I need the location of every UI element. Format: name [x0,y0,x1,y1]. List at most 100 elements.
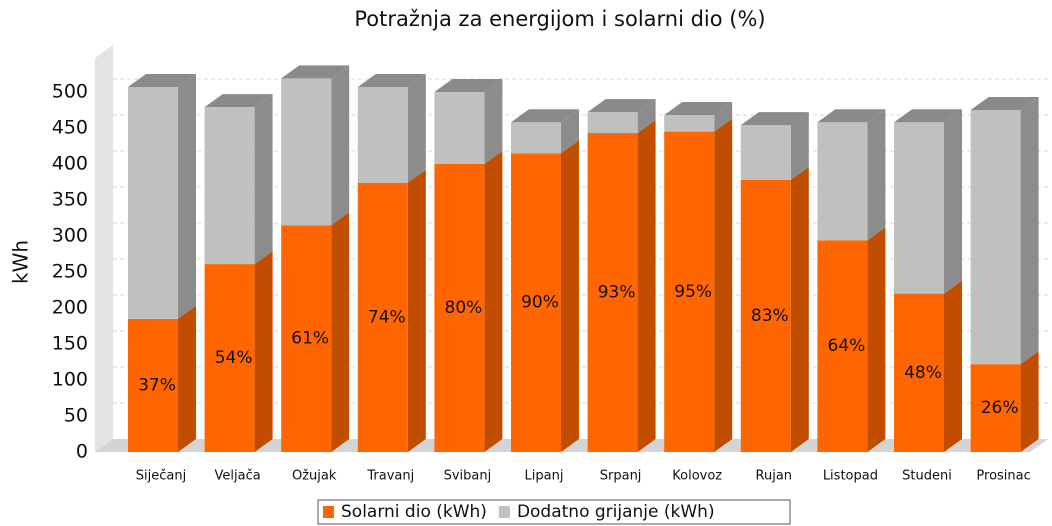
bar-top [434,79,503,92]
bar [357,182,408,452]
bar [511,153,561,452]
bar-side [790,112,809,180]
x-tick-label: Lipanj [525,469,564,484]
x-tick-label: Kolovoz [672,469,722,484]
y-axis-label: kWh [9,240,33,284]
bar-side [790,166,809,452]
bar-side [944,280,962,452]
x-tick-label: Listopad [823,469,878,484]
bar [817,240,868,452]
bar-top [894,109,962,123]
bar [664,115,715,132]
share-label: 48% [904,363,942,383]
share-label: 64% [828,336,866,356]
x-tick-label: Srpanj [600,469,642,484]
bar [281,225,332,452]
bar-top [664,102,733,116]
bar [357,86,408,183]
bar-side [637,120,656,452]
side-wall [95,45,113,452]
x-tick-label: Studeni [902,469,952,484]
y-tick-label: 350 [52,189,88,211]
bar [740,125,791,180]
x-tick-label: Travanj [366,469,414,484]
y-tick-label: 150 [52,333,88,355]
bar-side [561,109,579,154]
bar-side [331,212,350,452]
share-label: 74% [368,307,406,327]
share-label: 54% [215,348,253,368]
bar-top [970,97,1039,110]
bar [281,78,332,226]
bar-side [867,109,886,241]
share-label: 90% [521,293,559,313]
bar-top [511,109,579,123]
y-tick-label: 200 [52,297,88,319]
bar-top [817,109,886,123]
bar [587,133,638,453]
share-label: 37% [138,375,176,395]
bar [204,107,255,265]
bar-side [1020,97,1039,365]
bar [434,92,485,164]
chart-title: Potražnja za energijom i solarni dio (%) [354,7,765,31]
bar [664,131,715,452]
bar-side [254,94,273,265]
bar [817,122,868,241]
bar-side [637,99,656,134]
bar-side [331,65,350,226]
x-tick-label: Veljača [215,469,261,484]
bar-top [204,94,273,108]
y-tick-label: 100 [52,369,88,391]
legend-label: Dodatno grijanje (kWh) [517,502,715,522]
bar-side [178,73,196,319]
y-tick-label: 500 [52,81,88,103]
y-tick-label: 300 [52,225,88,247]
bar-side [867,227,886,452]
bar-top [281,65,350,79]
x-tick-label: Prosinac [976,469,1030,484]
legend [317,499,791,525]
share-label: 83% [751,306,789,326]
y-tick-label: 450 [52,117,88,139]
bar [970,364,1021,452]
share-label: 61% [291,329,329,349]
bar-side [407,169,426,452]
bar-side [714,102,733,132]
bar-side [407,73,426,183]
legend-label: Solarni dio (kWh) [341,502,487,522]
bar-side [484,79,503,164]
y-tick-label: 0 [76,441,88,463]
bar-top [357,73,426,87]
bar-side [178,305,196,452]
bar-top [587,99,656,113]
y-tick-label: 50 [64,405,88,427]
bar [894,122,944,294]
legend-swatch [498,506,510,518]
bar [970,110,1021,365]
bar-top [740,112,809,126]
x-tick-label: Ožujak [292,469,337,484]
x-tick-label: Siječanj [136,469,186,484]
bar-side [944,109,962,294]
bar-top [128,73,196,87]
bar-side [714,118,733,452]
bar-side [1020,351,1039,452]
bar [204,264,255,452]
bar [128,318,178,452]
bar [511,122,561,154]
bar-side [561,140,579,452]
share-label: 26% [981,398,1019,418]
bar-side [254,251,273,452]
bar [128,86,178,319]
bar [894,293,944,452]
x-tick-label: Rujan [756,469,793,484]
y-tick-label: 400 [52,153,88,175]
y-tick-label: 250 [52,261,88,283]
share-label: 95% [674,282,712,302]
x-tick-label: Svibanj [444,469,492,484]
share-label: 93% [598,283,636,303]
bar-side [484,151,503,452]
share-label: 80% [445,298,483,318]
